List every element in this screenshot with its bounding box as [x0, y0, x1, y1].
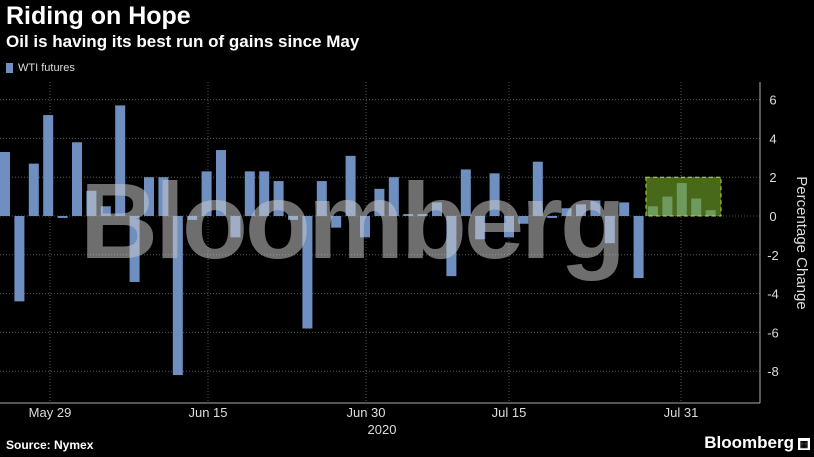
bar [633, 216, 644, 279]
bar [72, 142, 82, 216]
x-tick-label: Jun 30 [346, 405, 385, 420]
bar [604, 216, 615, 244]
bar [489, 173, 500, 216]
y-tick-label: -6 [767, 325, 779, 340]
bar [532, 161, 543, 216]
y-tick-label: -4 [767, 287, 779, 302]
bar [288, 216, 298, 220]
x-tick-label: Jul 31 [664, 405, 699, 420]
bar [201, 171, 212, 216]
bar [432, 202, 442, 216]
bar [561, 208, 572, 216]
bar [576, 204, 586, 216]
bar [360, 216, 370, 238]
chart-subtitle: Oil is having its best run of gains sinc… [6, 32, 360, 51]
bar [28, 163, 39, 216]
bar [14, 216, 25, 302]
bar [129, 216, 140, 282]
bar [316, 181, 327, 216]
x-year-label: 2020 [368, 422, 397, 437]
bar [0, 151, 10, 216]
bar [187, 216, 198, 220]
bar [460, 169, 471, 216]
y-tick-label: -2 [767, 248, 779, 263]
bar [403, 214, 414, 216]
y-tick-label: 6 [769, 93, 776, 108]
bloomberg-icon: ▦ [798, 438, 810, 450]
bar [417, 214, 428, 216]
bar [518, 216, 529, 224]
bar [273, 181, 284, 216]
bar [374, 188, 385, 216]
bar [302, 216, 313, 329]
bar [446, 216, 457, 277]
bar [86, 190, 97, 216]
bar [345, 155, 356, 216]
bar [57, 216, 68, 218]
source-note: Source: Nymex [6, 438, 94, 452]
bar [475, 216, 486, 240]
bar [504, 216, 514, 238]
bar [216, 150, 226, 216]
legend-swatch [6, 63, 13, 73]
y-tick-label: 0 [769, 209, 776, 224]
brand-logo: Bloomberg [704, 433, 794, 452]
bar [331, 216, 342, 228]
y-tick-label: -8 [767, 364, 779, 379]
bar [172, 216, 183, 376]
bar [547, 216, 558, 218]
y-axis-title: Percentage Change [793, 176, 810, 309]
x-tick-label: Jul 15 [492, 405, 527, 420]
bar [230, 216, 241, 238]
y-tick-label: 2 [769, 170, 776, 185]
x-tick-label: Jun 15 [188, 405, 227, 420]
y-tick-label: 4 [769, 131, 776, 146]
bar [100, 206, 111, 216]
x-tick-label: May 29 [29, 405, 72, 420]
bar [388, 177, 399, 216]
bar [619, 202, 630, 216]
bar [158, 177, 169, 216]
legend: WTI futures [6, 62, 75, 74]
bar [244, 171, 255, 216]
highlight-box [645, 176, 722, 217]
bar [259, 171, 270, 216]
bar [115, 105, 126, 216]
bar [590, 200, 601, 216]
legend-label: WTI futures [18, 62, 75, 74]
bar [144, 177, 154, 216]
bar [43, 115, 54, 216]
chart-title: Riding on Hope [6, 2, 191, 30]
